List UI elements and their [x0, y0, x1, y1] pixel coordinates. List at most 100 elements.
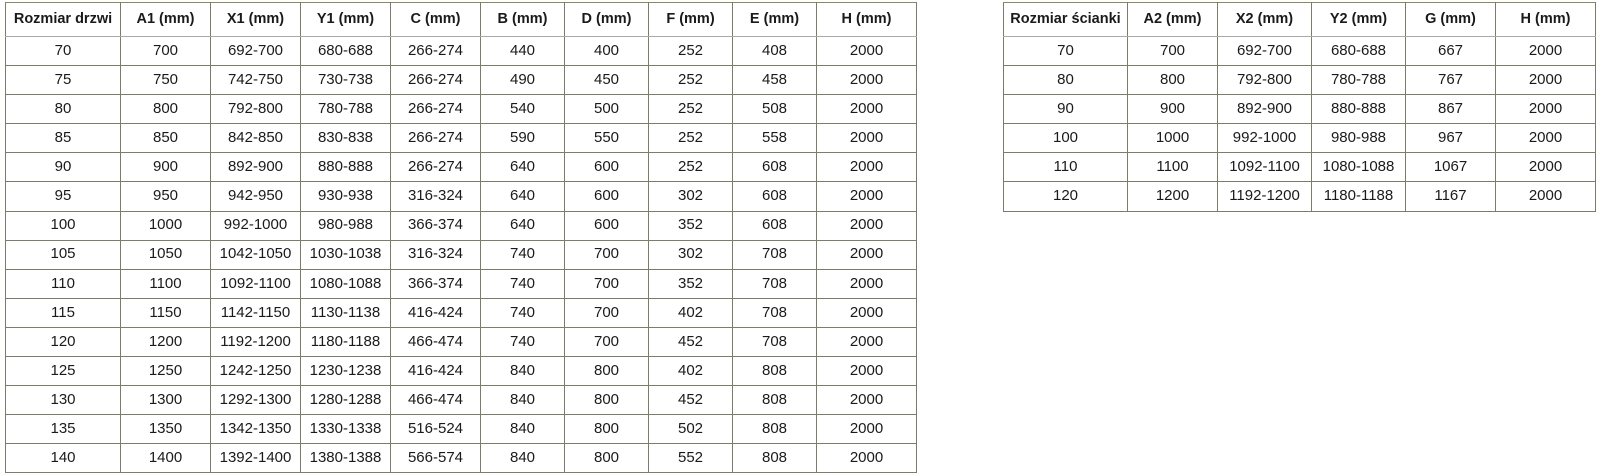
doors-table-cell: 352	[648, 268, 733, 299]
doors-table-cell: 808	[732, 443, 817, 473]
doors-table-cell: 740	[480, 297, 565, 328]
doors-table-cell: 458	[732, 65, 817, 96]
doors-table-cell: 808	[732, 414, 817, 445]
wall-table-cell: 692-700	[1217, 35, 1312, 67]
wall-table-cell: 2000	[1495, 181, 1596, 212]
doors-column-header: B (mm)	[480, 2, 565, 37]
doors-table-cell: 892-900	[210, 152, 301, 183]
doors-column-header: C (mm)	[390, 2, 481, 37]
doors-table-cell: 75	[5, 65, 121, 96]
doors-table-cell: 85	[5, 123, 121, 154]
doors-table-cell: 700	[564, 326, 649, 358]
doors-table-cell: 408	[732, 35, 817, 67]
wall-dimensions-table-container: Rozmiar ścianki A2 (mm) X2 (mm) Y2 (mm) …	[1003, 2, 1596, 212]
doors-table-cell: 1330-1338	[300, 414, 391, 445]
doors-table-cell: 2000	[816, 356, 917, 387]
doors-table-cell: 452	[648, 326, 733, 358]
doors-table-cell: 450	[564, 65, 649, 96]
table-row: 80 800 792-800 780-788 266-274 540 500 252 508 20…	[5, 94, 917, 125]
doors-table-cell: 352	[648, 210, 733, 241]
doors-table-cell: 466-474	[390, 326, 481, 358]
doors-table-cell: 508	[732, 94, 817, 125]
doors-table-cell: 2000	[816, 326, 917, 358]
doors-table-cell: 1242-1250	[210, 356, 301, 387]
doors-table-cell: 1080-1088	[300, 268, 391, 299]
doors-table-cell: 402	[648, 356, 733, 387]
wall-table-cell: 792-800	[1217, 65, 1312, 96]
doors-table-cell: 1230-1238	[300, 356, 391, 387]
doors-table-cell: 1030-1038	[300, 239, 391, 270]
doors-table-cell: 950	[120, 181, 211, 212]
wall-table-cell: 967	[1405, 123, 1496, 154]
doors-table-cell: 840	[480, 414, 565, 445]
doors-table-cell: 105	[5, 239, 121, 270]
wall-table-cell: 980-988	[1311, 123, 1406, 154]
doors-table-cell: 2000	[816, 181, 917, 212]
doors-table-cell: 708	[732, 297, 817, 328]
doors-table-cell: 1042-1050	[210, 239, 301, 270]
doors-table-cell: 708	[732, 326, 817, 358]
doors-table-cell: 600	[564, 210, 649, 241]
doors-table-cell: 266-274	[390, 123, 481, 154]
doors-column-header: H (mm)	[816, 2, 917, 37]
wall-table-cell: 90	[1003, 94, 1128, 125]
wall-column-header: H (mm)	[1495, 2, 1596, 37]
doors-table-cell: 466-474	[390, 385, 481, 416]
doors-header-row: Rozmiar drzwi A1 (mm) X1 (mm) Y1 (mm) C …	[5, 2, 917, 37]
table-row: 85 850 842-850 830-838 266-274 590 550 252 558 20…	[5, 123, 917, 154]
doors-table-cell: 780-788	[300, 94, 391, 125]
doors-table-cell: 808	[732, 356, 817, 387]
doors-table-cell: 490	[480, 65, 565, 96]
doors-table-cell: 516-524	[390, 414, 481, 445]
wall-table-cell: 2000	[1495, 65, 1596, 96]
doors-table-cell: 880-888	[300, 152, 391, 183]
doors-table-cell: 2000	[816, 268, 917, 299]
wall-table-cell: 992-1000	[1217, 123, 1312, 154]
table-row: 120 1200 1192-1200 1180-1188 466-474 740 700 45…	[5, 326, 917, 358]
wall-table-cell: 892-900	[1217, 94, 1312, 125]
doors-table-cell: 740	[480, 239, 565, 270]
doors-table-cell: 440	[480, 35, 565, 67]
doors-table-cell: 416-424	[390, 356, 481, 387]
wall-table-cell: 667	[1405, 35, 1496, 67]
wall-table-cell: 2000	[1495, 35, 1596, 67]
table-row: 110 1100 1092-1100 1080-1088 366-374 740 700 35…	[5, 268, 917, 299]
table-row: 100 1000 992-1000 980-988 967 2000	[1003, 123, 1596, 154]
wall-dimensions-table: Rozmiar ścianki A2 (mm) X2 (mm) Y2 (mm) …	[1003, 2, 1596, 212]
wall-table-head: Rozmiar ścianki A2 (mm) X2 (mm) Y2 (mm) …	[1003, 2, 1596, 37]
doors-table-cell: 608	[732, 210, 817, 241]
wall-table-cell: 1200	[1127, 181, 1218, 212]
doors-column-header: Y1 (mm)	[300, 2, 391, 37]
doors-table-cell: 252	[648, 152, 733, 183]
table-row: 110 1100 1092-1100 1080-1088 1067 2000	[1003, 152, 1596, 183]
doors-column-header: D (mm)	[564, 2, 649, 37]
wall-table-cell: 700	[1127, 35, 1218, 67]
doors-table-cell: 1350	[120, 414, 211, 445]
doors-table-cell: 808	[732, 385, 817, 416]
doors-table-cell: 792-800	[210, 94, 301, 125]
wall-column-header: Rozmiar ścianki	[1003, 2, 1128, 37]
doors-table-cell: 366-374	[390, 268, 481, 299]
doors-table-cell: 70	[5, 35, 121, 67]
doors-table-cell: 900	[120, 152, 211, 183]
doors-table-cell: 1050	[120, 239, 211, 270]
doors-table-cell: 700	[120, 35, 211, 67]
doors-column-header: F (mm)	[648, 2, 733, 37]
doors-table-cell: 1400	[120, 443, 211, 473]
doors-table-cell: 730-738	[300, 65, 391, 96]
doors-table-cell: 115	[5, 297, 121, 328]
doors-table-cell: 840	[480, 356, 565, 387]
doors-table-cell: 750	[120, 65, 211, 96]
doors-table-cell: 830-838	[300, 123, 391, 154]
doors-table-cell: 1150	[120, 297, 211, 328]
doors-table-cell: 558	[732, 123, 817, 154]
doors-table-cell: 980-988	[300, 210, 391, 241]
wall-table-cell: 1067	[1405, 152, 1496, 183]
table-row: 105 1050 1042-1050 1030-1038 316-324 740 700 30…	[5, 239, 917, 270]
doors-table-cell: 500	[564, 94, 649, 125]
doors-table-cell: 266-274	[390, 65, 481, 96]
table-row: 135 1350 1342-1350 1330-1338 516-524 840 800 50…	[5, 414, 917, 445]
doors-table-cell: 640	[480, 152, 565, 183]
wall-table-cell: 2000	[1495, 94, 1596, 125]
doors-table-cell: 120	[5, 326, 121, 358]
